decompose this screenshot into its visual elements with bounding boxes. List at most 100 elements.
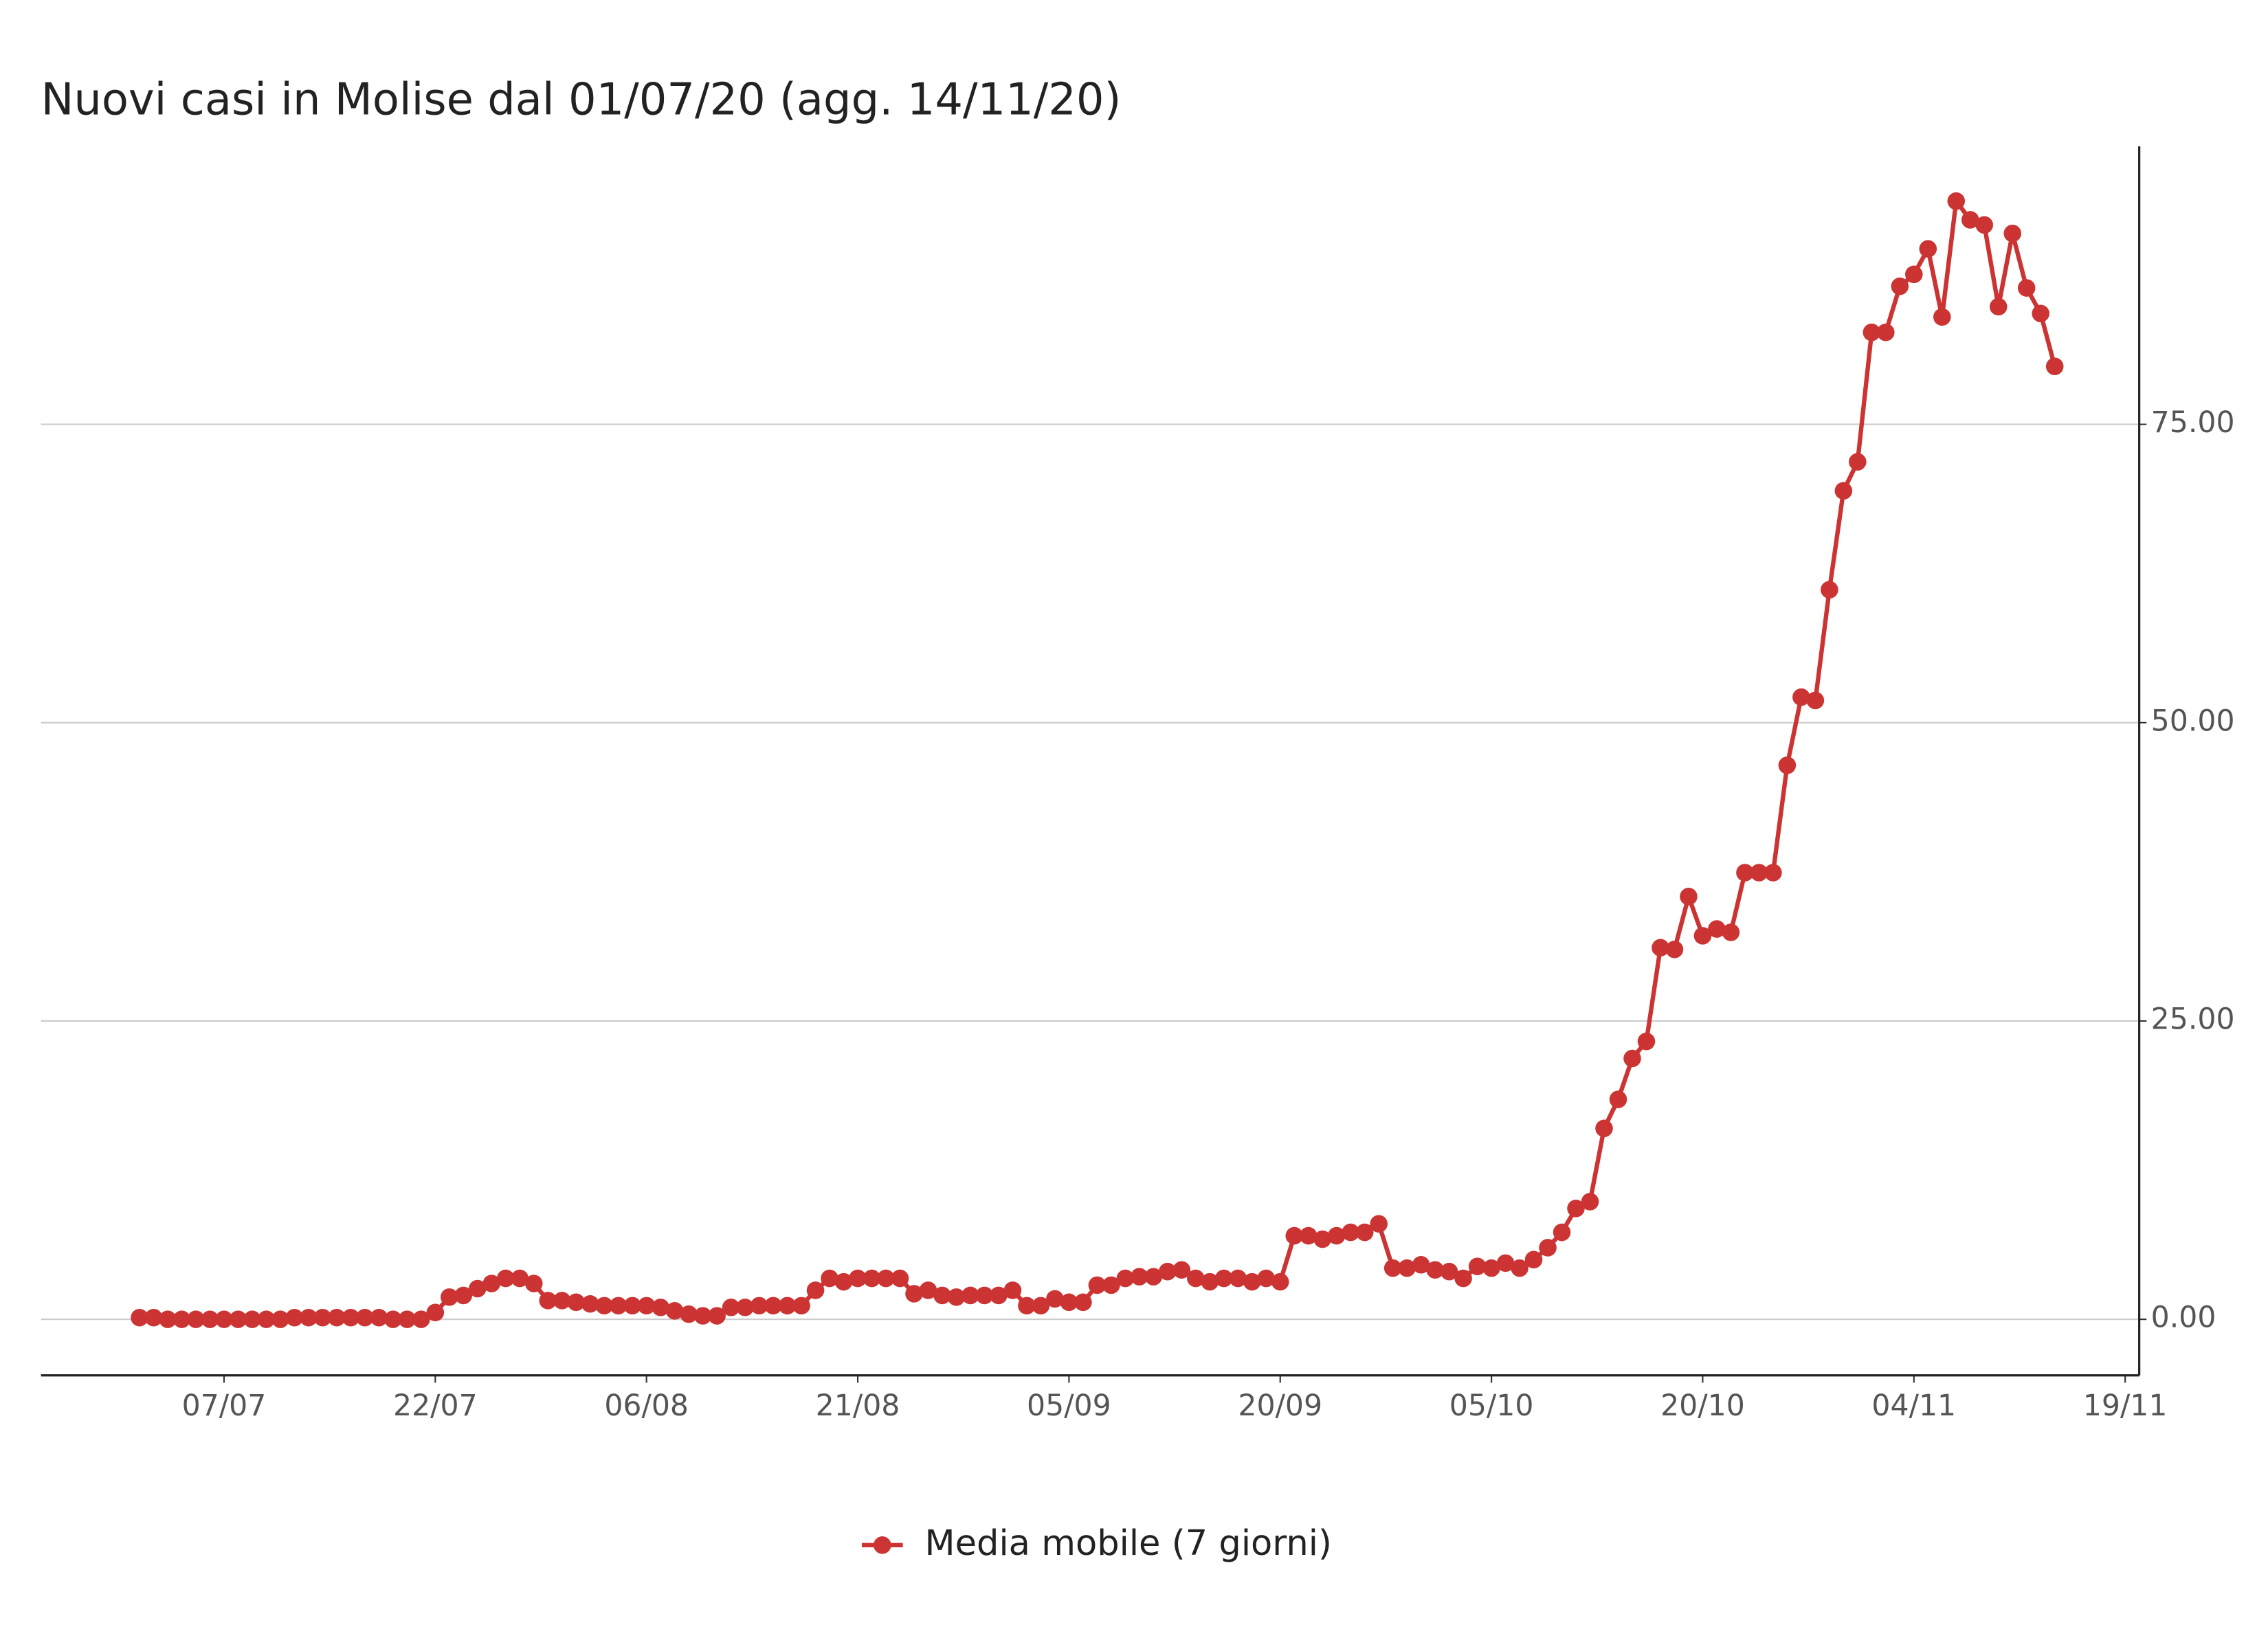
point bbox=[1342, 1223, 1359, 1242]
point bbox=[1947, 192, 1966, 210]
point bbox=[356, 1308, 374, 1327]
point bbox=[849, 1269, 867, 1288]
point bbox=[1412, 1256, 1430, 1274]
point bbox=[1088, 1276, 1107, 1294]
point bbox=[1961, 211, 1979, 229]
point bbox=[1285, 1226, 1304, 1245]
point bbox=[2003, 224, 2022, 243]
point bbox=[1299, 1226, 1318, 1245]
point bbox=[1172, 1261, 1191, 1279]
point bbox=[201, 1310, 219, 1328]
point bbox=[722, 1299, 740, 1316]
point bbox=[947, 1288, 966, 1306]
point bbox=[2032, 304, 2049, 323]
point bbox=[637, 1297, 656, 1315]
y-tick-label: 25.00 bbox=[2151, 1002, 2235, 1036]
point bbox=[1426, 1261, 1444, 1279]
point bbox=[1609, 1090, 1627, 1108]
point bbox=[1355, 1223, 1374, 1242]
point bbox=[257, 1310, 276, 1328]
point bbox=[2045, 357, 2064, 375]
point bbox=[1454, 1269, 1472, 1288]
x-tick-label: 22/07 bbox=[393, 1389, 478, 1423]
point bbox=[652, 1299, 669, 1316]
point bbox=[1806, 691, 1825, 710]
point bbox=[1834, 482, 1853, 500]
point bbox=[1018, 1297, 1036, 1315]
point bbox=[680, 1305, 698, 1323]
point bbox=[1102, 1276, 1120, 1294]
point bbox=[1313, 1230, 1331, 1248]
point bbox=[1032, 1297, 1050, 1315]
point bbox=[482, 1275, 501, 1292]
point bbox=[863, 1269, 881, 1288]
y-tick-label: 50.00 bbox=[2151, 704, 2235, 738]
point bbox=[412, 1310, 430, 1328]
point bbox=[905, 1285, 923, 1303]
point bbox=[1003, 1281, 1022, 1299]
point bbox=[1652, 939, 1669, 957]
legend-marker bbox=[874, 1536, 891, 1554]
point bbox=[384, 1310, 402, 1328]
point bbox=[271, 1310, 289, 1328]
point bbox=[159, 1310, 177, 1328]
point bbox=[1919, 240, 1937, 258]
point bbox=[1539, 1239, 1557, 1257]
point bbox=[511, 1269, 529, 1288]
point bbox=[1440, 1262, 1458, 1281]
x-tick-label: 04/11 bbox=[1871, 1389, 1956, 1423]
point bbox=[469, 1279, 487, 1298]
point bbox=[792, 1297, 810, 1315]
point bbox=[1877, 323, 1895, 341]
point bbox=[708, 1307, 726, 1325]
point bbox=[1383, 1259, 1402, 1277]
point bbox=[1623, 1049, 1641, 1068]
point bbox=[1567, 1200, 1585, 1218]
point bbox=[285, 1308, 304, 1327]
point bbox=[1905, 265, 1923, 284]
point bbox=[1989, 298, 2008, 316]
point bbox=[131, 1308, 148, 1327]
point bbox=[693, 1307, 712, 1325]
point bbox=[1750, 864, 1768, 882]
point bbox=[313, 1308, 332, 1327]
point bbox=[1370, 1215, 1388, 1233]
x-tick-label: 21/08 bbox=[816, 1389, 900, 1423]
point bbox=[567, 1293, 586, 1312]
point bbox=[243, 1310, 261, 1328]
chart-title: Nuovi casi in Molise dal 01/07/20 (agg. … bbox=[41, 75, 1122, 126]
x-tick-label: 06/08 bbox=[604, 1389, 689, 1423]
point bbox=[144, 1308, 163, 1327]
point bbox=[877, 1269, 895, 1288]
point bbox=[975, 1286, 994, 1305]
point bbox=[1863, 323, 1881, 341]
point bbox=[441, 1288, 458, 1306]
point bbox=[1144, 1268, 1163, 1286]
point bbox=[300, 1308, 318, 1327]
point bbox=[1074, 1293, 1092, 1312]
point bbox=[553, 1292, 571, 1310]
point bbox=[1159, 1262, 1177, 1281]
point bbox=[328, 1308, 346, 1327]
x-tick-label: 05/10 bbox=[1449, 1389, 1534, 1423]
point bbox=[1933, 308, 1951, 326]
point bbox=[187, 1310, 205, 1328]
point bbox=[1271, 1272, 1289, 1291]
point bbox=[1891, 277, 1909, 295]
point bbox=[595, 1297, 613, 1315]
point bbox=[990, 1286, 1008, 1305]
point bbox=[750, 1297, 768, 1315]
point bbox=[1257, 1269, 1276, 1288]
point bbox=[1187, 1269, 1205, 1288]
point bbox=[398, 1310, 416, 1328]
point bbox=[539, 1292, 557, 1310]
point bbox=[1637, 1032, 1656, 1051]
point bbox=[1778, 756, 1797, 774]
x-tick-label: 20/10 bbox=[1660, 1389, 1745, 1423]
point bbox=[1060, 1293, 1078, 1312]
point bbox=[1708, 920, 1726, 938]
point bbox=[1327, 1226, 1346, 1245]
point bbox=[623, 1297, 641, 1315]
